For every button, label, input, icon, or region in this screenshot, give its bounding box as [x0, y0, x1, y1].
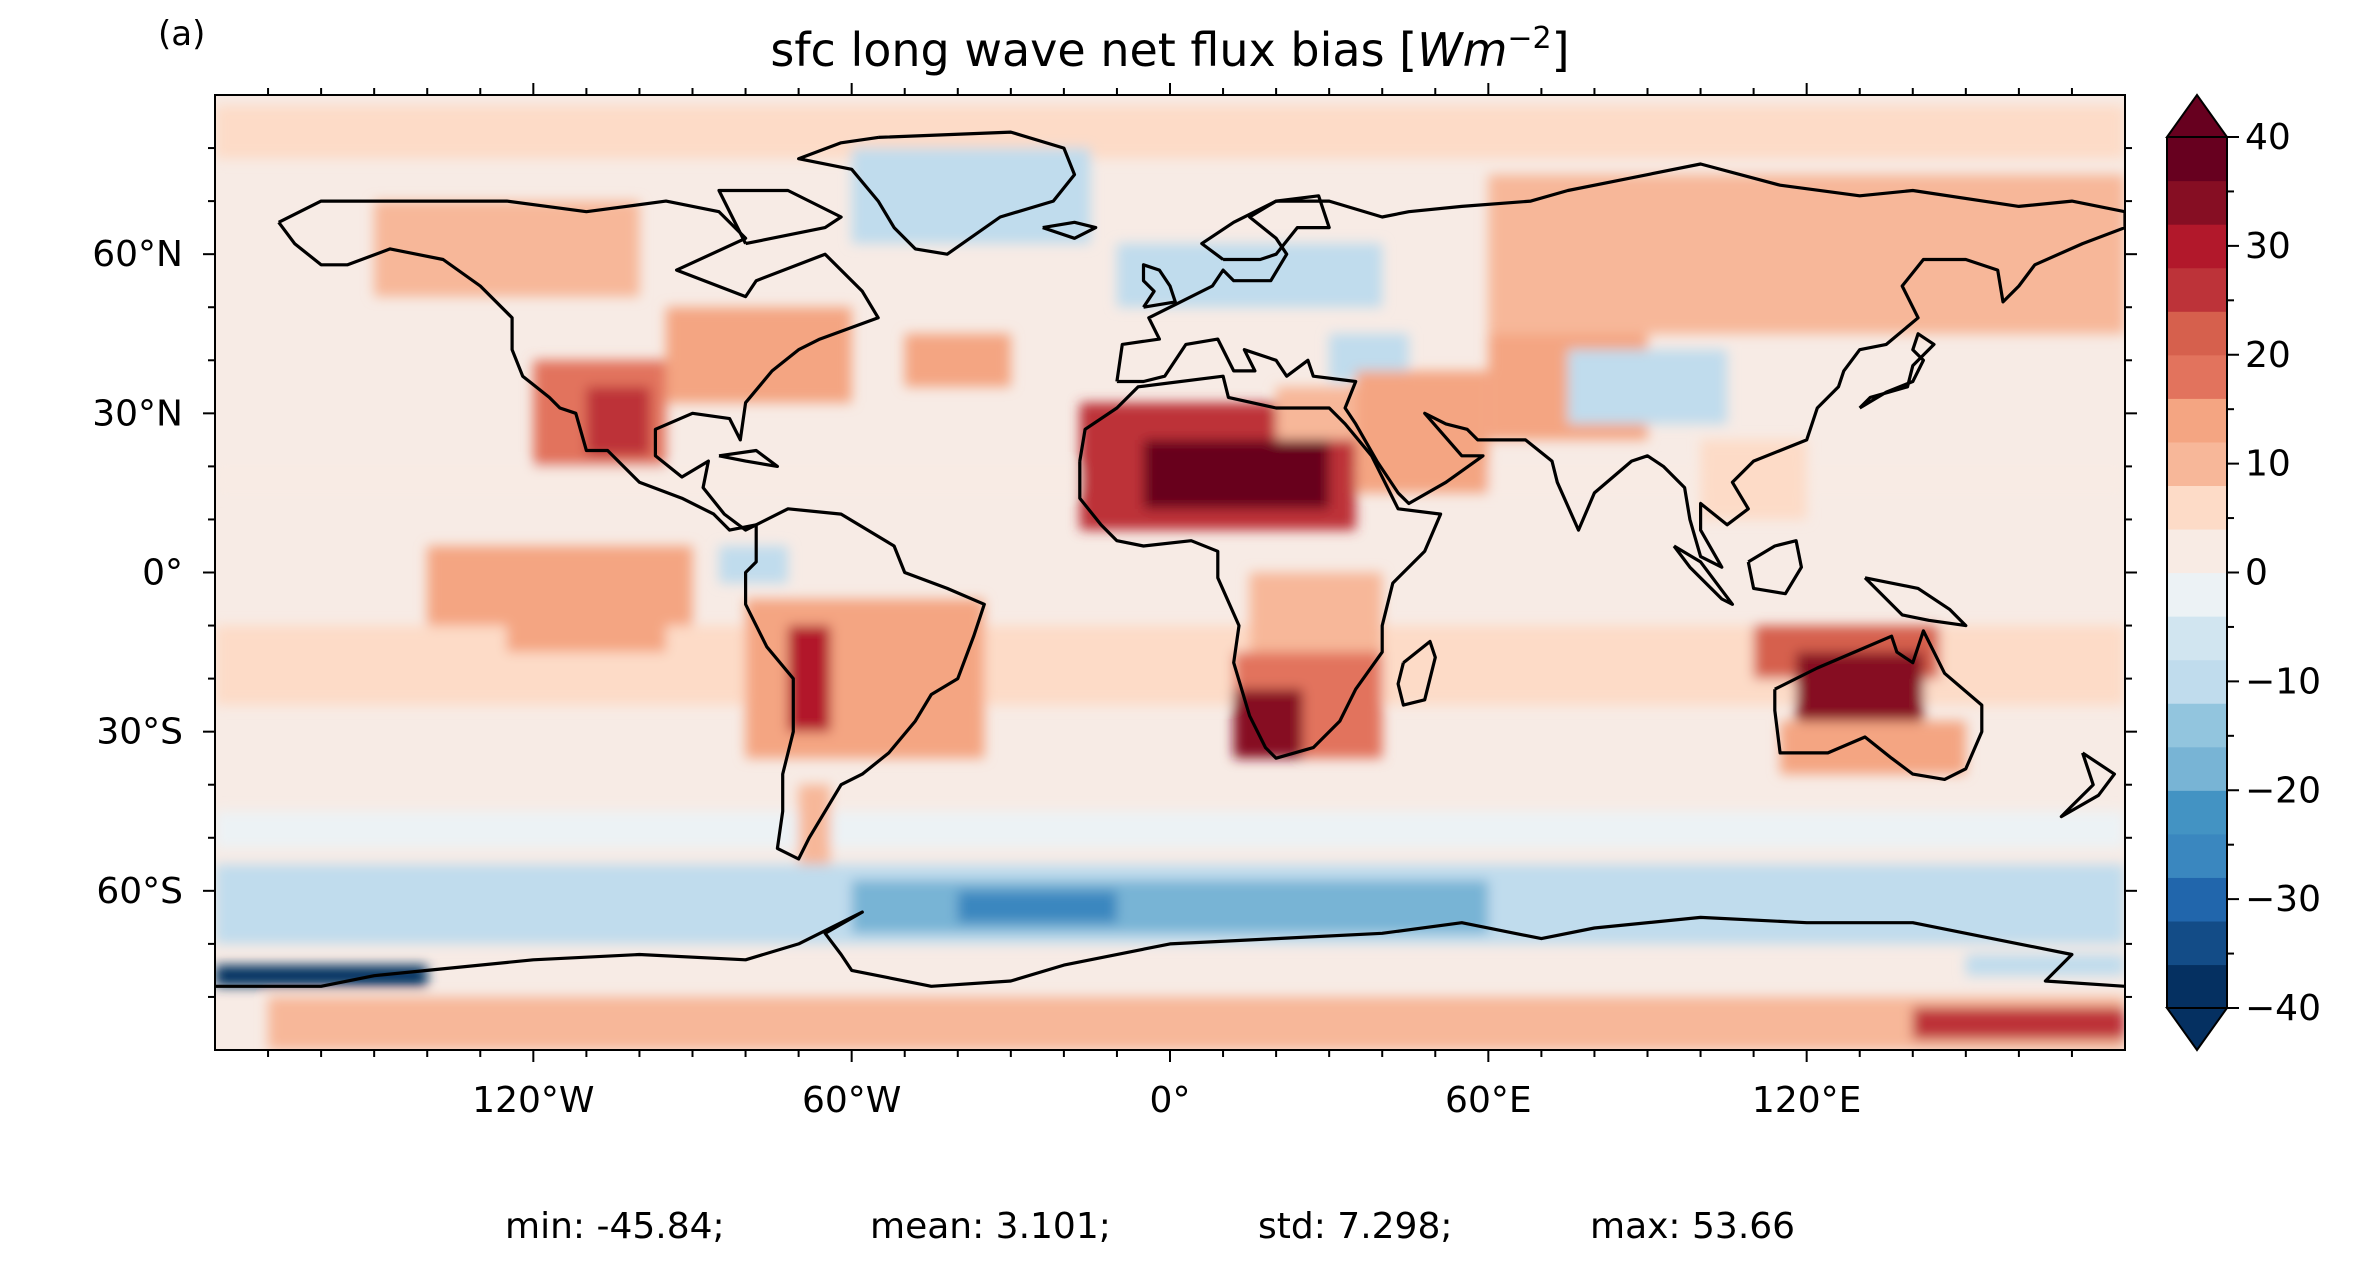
bias-region: [788, 625, 831, 732]
colorbar-segment: [2167, 877, 2227, 922]
coastline-australia: [1773, 629, 1984, 782]
colorbar-segment: [2167, 398, 2227, 443]
colorbar: 40 30 20 10 0 −10 −20 −30 −40: [2165, 93, 2321, 1052]
x-tick-label: 60°E: [1445, 1080, 1532, 1121]
colorbar-tick-label: 40: [2245, 117, 2291, 158]
bias-region: [1488, 174, 2125, 334]
y-tick-label: 60°N: [92, 234, 183, 275]
map-area: [215, 95, 2125, 1050]
colorbar-tick-label: −40: [2245, 988, 2321, 1029]
bias-region: [1700, 439, 1807, 520]
bias-region: [904, 333, 1011, 387]
colorbar-segment: [2167, 311, 2227, 356]
bias-region: [1249, 572, 1383, 653]
x-tick-label: 120°W: [472, 1080, 594, 1121]
colorbar-extend-max: [2165, 93, 2229, 138]
y-tick-label: 0°: [142, 553, 183, 594]
bias-region: [1912, 1007, 2125, 1040]
coastline-baffin: [717, 188, 843, 246]
coastline-africa: [1078, 374, 1443, 760]
colorbar-segment: [2167, 659, 2227, 704]
coastline-greenland: [796, 130, 1077, 256]
coastline-borneo: [1746, 539, 1804, 596]
stat-min: min: -45.84;: [505, 1206, 725, 1247]
colorbar-tick-label: 30: [2245, 226, 2291, 267]
colorbar-segment: [2167, 528, 2227, 574]
stats-line: min: -45.84; mean: 3.101; std: 7.298; ma…: [505, 1206, 1795, 1247]
y-tick-label: 30°S: [96, 712, 183, 753]
panel-label: (a): [158, 14, 205, 54]
colorbar-segment: [2167, 224, 2227, 269]
colorbar-segment: [2167, 485, 2227, 530]
bias-region: [851, 148, 1091, 244]
bias-region: [215, 811, 2125, 849]
coastline-new-zealand: [2059, 751, 2116, 819]
stat-mean: mean: 3.101;: [870, 1206, 1111, 1247]
coastline-south-america: [743, 507, 986, 861]
colorbar-tick-label: 10: [2245, 444, 2291, 485]
y-tick-label: 60°S: [96, 871, 183, 912]
colorbar-segment: [2167, 703, 2227, 748]
bias-region: [374, 901, 587, 934]
colorbar-segment: [2167, 746, 2227, 791]
coastline-madagascar: [1396, 639, 1437, 707]
y-tick-label: 30°N: [92, 393, 183, 434]
bias-region: [1796, 652, 1924, 732]
bias-region: [745, 599, 985, 759]
bias-region: [374, 201, 640, 297]
bias-region: [957, 890, 1117, 923]
colorbar-extend-min: [2165, 1007, 2229, 1052]
coastline-eurasia: [1115, 162, 2125, 569]
x-tick-label: 60°W: [802, 1080, 901, 1121]
bias-region: [506, 599, 666, 653]
colorbar-segment: [2167, 354, 2227, 399]
bias-region: [586, 386, 651, 456]
x-tick-label: 120°E: [1752, 1080, 1861, 1121]
colorbar-segment: [2167, 964, 2227, 1009]
bias-region: [1567, 349, 1728, 424]
colorbar-segment: [2167, 833, 2227, 878]
bias-region: [1780, 721, 1966, 775]
colorbar-tick-label: −30: [2245, 879, 2321, 920]
coastline-north-america: [277, 199, 880, 532]
bias-region: [851, 880, 1489, 934]
colorbar-segment: [2167, 180, 2227, 225]
coastline-iceland: [1042, 220, 1098, 240]
coastline-sumatra: [1672, 544, 1735, 606]
colorbar-segment: [2167, 790, 2227, 835]
bias-region: [215, 965, 428, 987]
colorbar-segment: [2167, 572, 2227, 617]
bias-field: [215, 105, 2125, 1050]
bias-region: [268, 996, 2125, 1050]
y-axis: 60°N 30°N 0° 30°S 60°S: [92, 147, 2137, 998]
colorbar-tick-label: −20: [2245, 770, 2321, 811]
bias-region: [215, 105, 2125, 159]
coastline-uk: [1141, 263, 1177, 309]
colorbar-segment: [2167, 616, 2227, 661]
colorbar-segment: [2167, 441, 2227, 486]
colorbar-segment: [2167, 267, 2227, 312]
stat-std: std: 7.298;: [1258, 1206, 1452, 1247]
x-tick-label: 0°: [1150, 1080, 1191, 1121]
coastline-scandinavia-loop: [1200, 194, 1331, 262]
bias-region: [1965, 954, 2125, 976]
bias-region: [1143, 439, 1330, 509]
coastline-new-guinea: [1863, 576, 1968, 628]
colorbar-tick-label: 0: [2245, 553, 2268, 594]
coastline-antarctica: [215, 910, 2125, 988]
bias-region: [1355, 370, 1489, 493]
colorbar-tick-label: −10: [2245, 661, 2321, 702]
coastline-caribbean-cuba: [718, 448, 780, 468]
colorbar-segment: [2167, 137, 2227, 182]
bias-region: [1116, 243, 1383, 308]
x-axis: 120°W 60°W 0° 60°E 120°E: [267, 83, 2073, 1121]
colorbar-tick-label: 20: [2245, 335, 2291, 376]
colorbar-segment: [2167, 920, 2227, 966]
stat-max: max: 53.66: [1590, 1206, 1795, 1247]
coastline-japan: [1858, 332, 1936, 410]
chart-title: sfc long wave net flux bias [Wm−2]: [770, 21, 1569, 77]
coastlines: [215, 130, 2125, 988]
